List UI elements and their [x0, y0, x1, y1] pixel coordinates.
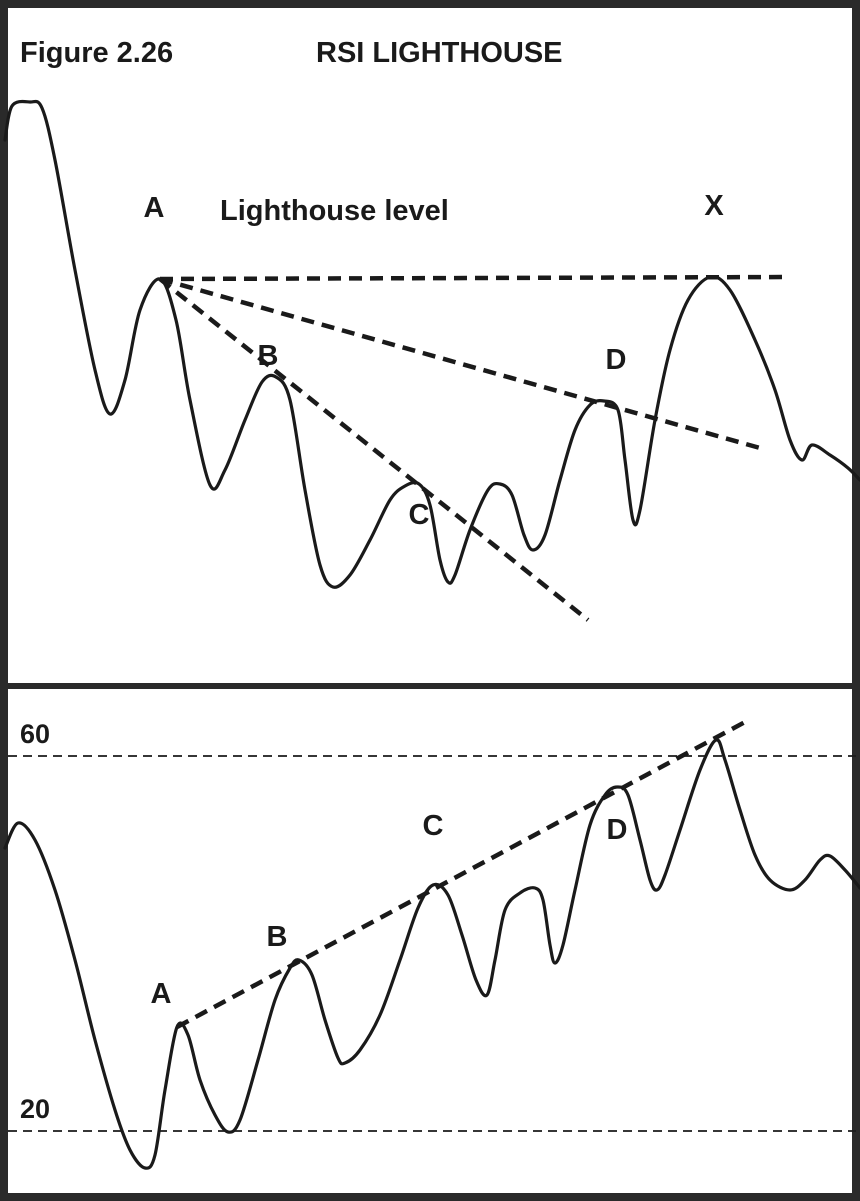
rsi-point-label-d: D — [607, 814, 628, 846]
rsi-panel: 60 20 A B C D — [3, 719, 860, 1170]
rsi-point-label-c: C — [423, 810, 444, 842]
rsi-reference-lines: 60 20 — [8, 719, 856, 1132]
lighthouse-level-label: Lighthouse level — [220, 195, 449, 227]
trendline-trend-A-C — [158, 277, 590, 622]
trendline-trend-A-D — [159, 276, 761, 451]
rsi-series-line — [3, 738, 860, 1170]
rsi-point-label-a: A — [151, 978, 172, 1010]
rsi-point-label-b: B — [267, 921, 288, 953]
rsi-tick-label-20: 20 — [20, 1094, 50, 1124]
price-trendlines — [158, 274, 791, 622]
price-panel: Lighthouse level A B C D X — [3, 99, 860, 622]
trendline-rsi-trend — [175, 720, 747, 1029]
price-point-label-b: B — [258, 340, 279, 372]
rsi-tick-label-60: 60 — [20, 719, 50, 749]
price-point-label-c: C — [409, 499, 430, 531]
price-point-label-a: A — [144, 192, 165, 224]
chart-title: RSI LIGHTHOUSE — [316, 37, 563, 69]
rsi-trendlines — [175, 720, 747, 1029]
price-series-line — [3, 99, 860, 589]
price-point-label-d: D — [606, 344, 627, 376]
price-point-label-x: X — [704, 190, 724, 222]
figure-label: Figure 2.26 — [20, 37, 173, 69]
trendline-lighthouse-level — [159, 274, 791, 282]
price-point-labels: A B C D X — [144, 190, 725, 531]
rsi-point-labels: A B C D — [151, 810, 628, 1010]
